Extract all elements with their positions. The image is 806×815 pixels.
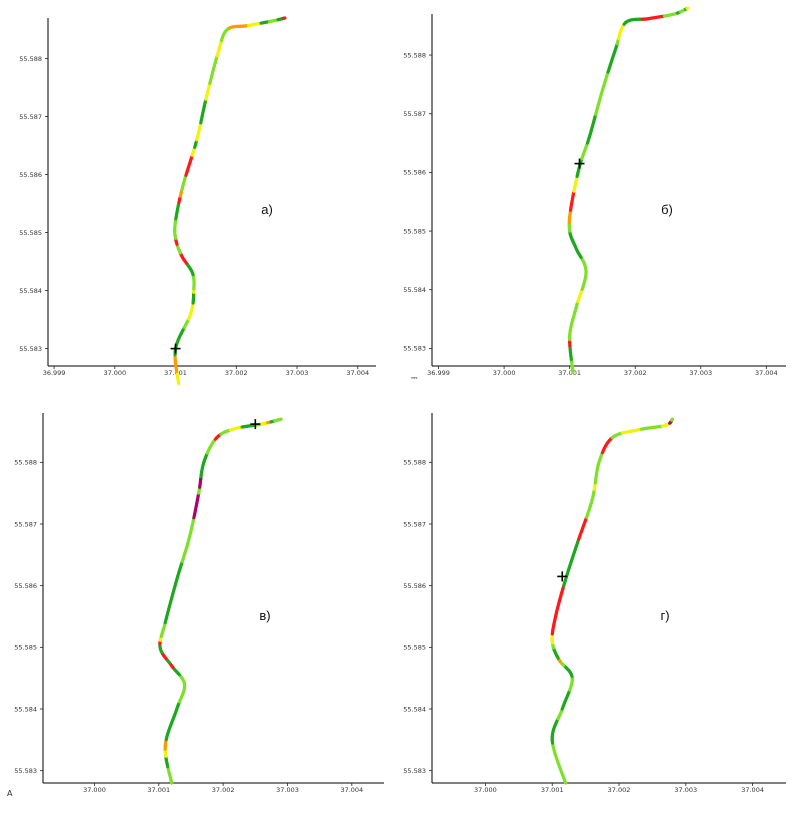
x-tick-label: 37.004	[741, 786, 764, 794]
x-tick-label: 36.999	[43, 369, 66, 377]
y-tick-label: 55.583	[403, 767, 426, 775]
corner-mark: A	[7, 789, 13, 798]
x-tick-label: 37.004	[755, 369, 778, 377]
y-tick-label: 55.583	[14, 767, 37, 775]
x-tick-label: 37.002	[608, 786, 631, 794]
chart-panel-3: 55.583 55.584 55.585 55.586 55.587 55.588 37.0…	[7, 413, 384, 798]
x-tick-label: 37.000	[493, 369, 516, 377]
x-tick-label: 37.003	[689, 369, 712, 377]
x-tick-label: 37.002	[225, 369, 248, 377]
chart-panel-1: 55.583 55.584 55.585 55.586 55.587 55.588 36.9…	[19, 16, 376, 385]
y-tick-label: 55.588	[19, 55, 42, 63]
y-tick-label: 55.588	[403, 459, 426, 467]
y-tick-label: 55.585	[14, 644, 37, 652]
position-marker-icon	[557, 571, 568, 582]
y-tick-label: 55.584	[14, 705, 37, 713]
y-tick-label: 55.583	[19, 345, 42, 353]
panel-label: г)	[660, 608, 669, 623]
y-tick-label: 55.588	[403, 51, 426, 59]
y-tick-label: 55.584	[403, 286, 426, 294]
y-tick-label: 55.587	[14, 520, 37, 528]
y-tick-label: 55.585	[403, 644, 426, 652]
y-tick-label: 55.587	[403, 110, 426, 118]
x-tick-label: 37.002	[212, 786, 235, 794]
track-line	[550, 417, 675, 785]
position-marker-icon	[574, 158, 585, 169]
x-tick-label: 37.004	[340, 786, 363, 794]
x-tick-label: 37.003	[286, 369, 309, 377]
chart-panel-4: 55.583 55.584 55.585 55.586 55.587 55.588 37.0…	[403, 413, 786, 794]
y-tick-label: 55.587	[19, 113, 42, 121]
position-marker-icon	[250, 419, 261, 430]
panel-label: б)	[661, 202, 673, 217]
y-tick-label: 55.586	[19, 171, 42, 179]
x-tick-label: 37.000	[83, 786, 106, 794]
x-tick-label: 37.001	[558, 369, 581, 377]
track-line	[173, 16, 287, 385]
x-tick-label: 37.003	[276, 786, 299, 794]
track-line	[567, 6, 690, 374]
x-tick-label: 37.000	[103, 369, 126, 377]
y-tick-label: 55.586	[14, 582, 37, 590]
panel-label: а)	[261, 202, 273, 217]
y-tick-label: 55.588	[14, 459, 37, 467]
x-tick-label: 36.999	[427, 369, 450, 377]
x-tick-label: 37.004	[346, 369, 369, 377]
y-tick-label: 55.584	[403, 705, 426, 713]
y-tick-label: 55.583	[403, 345, 426, 353]
y-tick-label: 55.585	[403, 227, 426, 235]
panel-label: в)	[259, 608, 270, 623]
position-marker-icon	[170, 343, 181, 354]
x-tick-label: 37.001	[147, 786, 170, 794]
x-tick-label: 37.001	[541, 786, 564, 794]
y-tick-label: 55.584	[19, 287, 42, 295]
chart-panel-2: 55.583 55.584 55.585 55.586 55.587 55.588 36.9…	[403, 6, 786, 382]
y-tick-label: 55.585	[19, 229, 42, 237]
track-line	[158, 417, 283, 785]
x-tick-label: 37.002	[624, 369, 647, 377]
y-tick-label: 55.586	[403, 169, 426, 177]
x-tick-label: 37.000	[474, 786, 497, 794]
y-tick-label: 55.586	[403, 582, 426, 590]
corner-mark: ⎓	[411, 373, 418, 382]
y-tick-label: 55.587	[403, 520, 426, 528]
x-tick-label: 37.003	[674, 786, 697, 794]
